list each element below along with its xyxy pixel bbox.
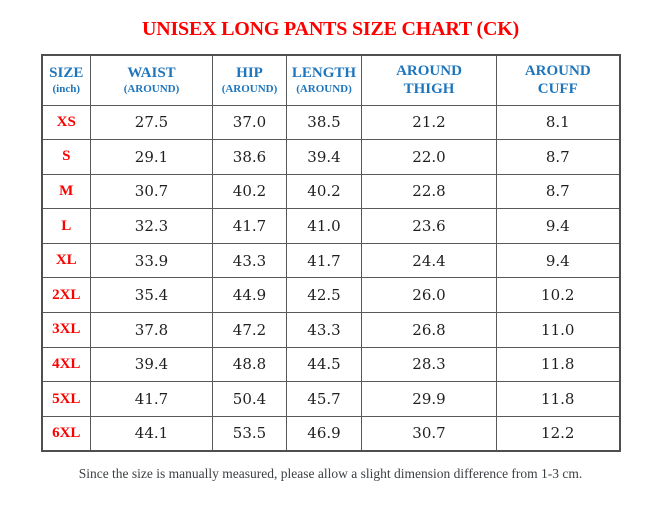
column-header-hip: HIP (AROUND)	[212, 54, 287, 106]
measurement-value-around-cuff: 8.1	[496, 104, 620, 141]
measurement-value-waist: 35.4	[90, 277, 213, 314]
column-header-size: SIZE (inch)	[41, 54, 91, 106]
measurement-value-around-cuff: 12.2	[496, 415, 620, 452]
measurement-value-hip: 43.3	[212, 242, 287, 279]
size-table-body: XS 27.5 37.0 38.5 21.2 8.1 S 29.1 38.6 39.4 22.0 8.…	[41, 104, 620, 452]
size-label: 6XL	[41, 415, 91, 452]
table-row-3xl: 3XL 37.8 47.2 43.3 26.8 11.0	[41, 312, 620, 348]
measurement-value-around-thigh: 24.4	[361, 242, 497, 279]
size-label: S	[41, 139, 91, 175]
measurement-value-length: 42.5	[286, 277, 362, 314]
measurement-value-around-cuff: 10.2	[496, 277, 620, 314]
column-header-line2: (inch)	[52, 83, 81, 96]
size-label: XL	[41, 242, 91, 279]
measurement-value-around-thigh: 23.6	[361, 208, 497, 244]
measurement-value-length: 38.5	[286, 104, 362, 141]
measurement-value-waist: 32.3	[90, 208, 213, 244]
table-row-2xl: 2XL 35.4 44.9 42.5 26.0 10.2	[41, 277, 620, 314]
size-label: L	[41, 208, 91, 244]
measurement-value-hip: 40.2	[212, 173, 287, 210]
measurement-value-around-cuff: 8.7	[496, 139, 620, 175]
column-header-line2: (AROUND)	[123, 83, 180, 96]
size-chart-table: SIZE (inch) WAIST (AROUND) HIP (AROUND) LENGTH…	[40, 54, 621, 452]
table-row-5xl: 5XL 41.7 50.4 45.7 29.9 11.8	[41, 381, 620, 417]
measurement-value-around-thigh: 29.9	[361, 381, 497, 417]
measurement-value-around-thigh: 28.3	[361, 346, 497, 383]
measurement-value-length: 40.2	[286, 173, 362, 210]
measurement-value-around-cuff: 11.8	[496, 346, 620, 383]
measurement-value-around-thigh: 30.7	[361, 415, 497, 452]
page-title: UNISEX LONG PANTS SIZE CHART (CK)	[141, 18, 520, 40]
measurement-value-around-thigh: 21.2	[361, 104, 497, 141]
measurement-value-waist: 44.1	[90, 415, 213, 452]
size-label: M	[41, 173, 91, 210]
column-header-line1: LENGTH	[291, 64, 357, 81]
size-label: XS	[41, 104, 91, 141]
size-label: 2XL	[41, 277, 91, 314]
measurement-value-waist: 33.9	[90, 242, 213, 279]
column-header-length: LENGTH (AROUND)	[286, 54, 362, 106]
column-header-line1: AROUND	[396, 62, 462, 79]
measurement-value-around-cuff: 9.4	[496, 208, 620, 244]
column-header-line2: THIGH	[403, 81, 455, 98]
column-header-around-cuff: AROUND CUFF	[496, 54, 620, 106]
table-row-m: M 30.7 40.2 40.2 22.8 8.7	[41, 173, 620, 210]
size-chart-page: UNISEX LONG PANTS SIZE CHART (CK) SIZE (i…	[0, 15, 661, 525]
measurement-value-hip: 38.6	[212, 139, 287, 175]
measurement-value-around-cuff: 8.7	[496, 173, 620, 210]
measurement-value-waist: 39.4	[90, 346, 213, 383]
measurement-note: Since the size is manually measured, ple…	[78, 465, 583, 481]
column-header-around-thigh: AROUND THIGH	[361, 54, 497, 106]
measurement-value-around-thigh: 26.8	[361, 312, 497, 348]
table-row-4xl: 4XL 39.4 48.8 44.5 28.3 11.8	[41, 346, 620, 383]
measurement-value-waist: 29.1	[90, 139, 213, 175]
measurement-value-around-cuff: 11.8	[496, 381, 620, 417]
measurement-value-waist: 41.7	[90, 381, 213, 417]
column-header-line2: CUFF	[537, 81, 578, 98]
table-row-xs: XS 27.5 37.0 38.5 21.2 8.1	[41, 104, 620, 141]
size-label: 4XL	[41, 346, 91, 383]
measurement-value-hip: 53.5	[212, 415, 287, 452]
column-header-line1: HIP	[236, 64, 263, 81]
column-header-waist: WAIST (AROUND)	[90, 54, 213, 106]
measurement-value-length: 43.3	[286, 312, 362, 348]
measurement-value-waist: 37.8	[90, 312, 213, 348]
column-header-line1: SIZE	[49, 64, 84, 81]
size-label: 5XL	[41, 381, 91, 417]
measurement-value-length: 41.7	[286, 242, 362, 279]
measurement-value-waist: 30.7	[90, 173, 213, 210]
measurement-value-around-cuff: 9.4	[496, 242, 620, 279]
measurement-value-around-thigh: 22.0	[361, 139, 497, 175]
measurement-value-length: 45.7	[286, 381, 362, 417]
measurement-value-length: 46.9	[286, 415, 362, 452]
measurement-value-around-cuff: 11.0	[496, 312, 620, 348]
table-row-6xl: 6XL 44.1 53.5 46.9 30.7 12.2	[41, 415, 620, 452]
measurement-value-hip: 48.8	[212, 346, 287, 383]
size-table-head: SIZE (inch) WAIST (AROUND) HIP (AROUND) LENGTH…	[41, 54, 620, 106]
size-label: 3XL	[41, 312, 91, 348]
table-row-l: L 32.3 41.7 41.0 23.6 9.4	[41, 208, 620, 244]
measurement-value-around-thigh: 22.8	[361, 173, 497, 210]
measurement-value-around-thigh: 26.0	[361, 277, 497, 314]
measurement-value-hip: 47.2	[212, 312, 287, 348]
table-row-s: S 29.1 38.6 39.4 22.0 8.7	[41, 139, 620, 175]
measurement-value-length: 41.0	[286, 208, 362, 244]
measurement-value-hip: 44.9	[212, 277, 287, 314]
measurement-value-hip: 50.4	[212, 381, 287, 417]
column-header-line1: AROUND	[524, 62, 591, 79]
header-row: SIZE (inch) WAIST (AROUND) HIP (AROUND) LENGTH…	[41, 54, 620, 106]
measurement-value-hip: 41.7	[212, 208, 287, 244]
measurement-value-length: 44.5	[286, 346, 362, 383]
measurement-value-hip: 37.0	[212, 104, 287, 141]
column-header-line2: (AROUND)	[296, 83, 352, 96]
column-header-line1: WAIST	[127, 64, 176, 81]
measurement-value-waist: 27.5	[90, 104, 213, 141]
measurement-value-length: 39.4	[286, 139, 362, 175]
table-row-xl: XL 33.9 43.3 41.7 24.4 9.4	[41, 242, 620, 279]
column-header-line2: (AROUND)	[221, 83, 278, 96]
